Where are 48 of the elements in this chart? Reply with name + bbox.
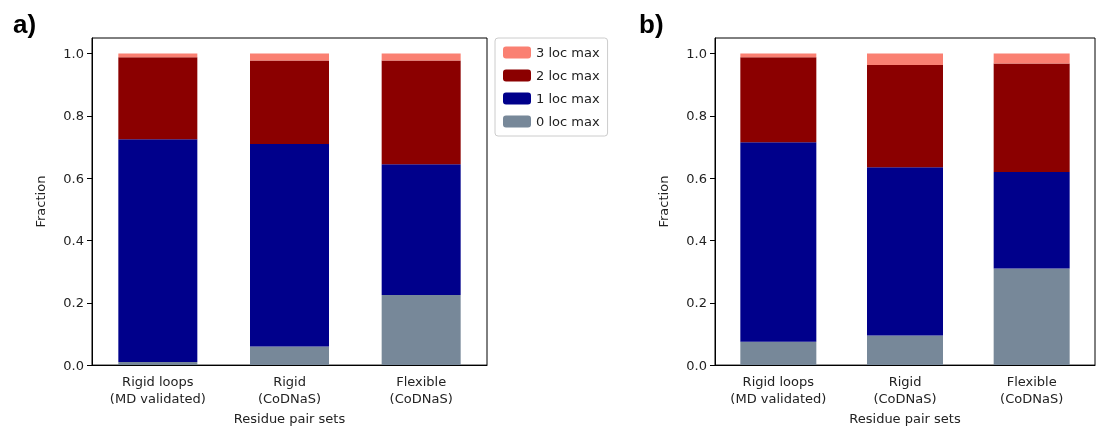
y-tick-label: 0.8 (686, 108, 707, 124)
bar (867, 167, 943, 336)
y-axis-title: Fraction (33, 175, 48, 228)
bar (867, 65, 943, 168)
chart-title: b) (639, 9, 664, 39)
x-tick-label: Rigid loops (MD validated) (730, 374, 827, 407)
y-tick-label: 0.2 (686, 295, 707, 311)
legend-label: 0 loc max (536, 114, 600, 129)
y-tick-label: 0.2 (63, 295, 84, 311)
bar (867, 53, 943, 66)
y-axis-title: Fraction (656, 175, 671, 228)
x-axis-title: Residue pair sets (233, 411, 346, 426)
y-tick-label: 0.4 (686, 232, 707, 248)
bar (740, 57, 817, 143)
y-tick-label: 0.6 (63, 170, 84, 186)
bar (381, 60, 461, 165)
y-tick-label: 0.8 (63, 108, 84, 124)
x-tick-label: Flexible (CoDNaS) (389, 374, 453, 407)
x-tick-label: Rigid (CoDNaS) (257, 374, 322, 407)
x-tick-label: Rigid (CoDNaS) (873, 374, 937, 407)
bar (250, 143, 329, 347)
y-tick-label: 0.0 (63, 357, 84, 373)
y-tick-label: 0.0 (686, 357, 707, 373)
y-tick-label: 0.4 (63, 232, 84, 248)
bar (118, 139, 198, 362)
bar (993, 171, 1070, 269)
bar (993, 53, 1070, 64)
bar (740, 341, 817, 366)
bar (118, 361, 198, 366)
x-tick-label: Flexible (CoDNaS) (1000, 374, 1064, 407)
legend-label: 3 loc max (536, 45, 600, 60)
bar (381, 164, 461, 296)
legend-label: 1 loc max (536, 91, 600, 106)
bar (867, 335, 943, 366)
bar (993, 63, 1070, 172)
bar (993, 268, 1070, 366)
bar (250, 60, 329, 144)
bar (250, 346, 329, 366)
y-tick-label: 1.0 (686, 46, 707, 62)
bar (740, 142, 817, 342)
bar (118, 57, 198, 140)
chart-title: a) (13, 9, 37, 39)
x-tick-label: Rigid loops (MD validated) (109, 374, 206, 407)
legend-label: 2 loc max (536, 68, 600, 83)
x-axis-title: Residue pair sets (849, 411, 961, 426)
bar (381, 295, 461, 366)
y-tick-label: 1.0 (63, 46, 84, 62)
y-tick-label: 0.6 (686, 170, 707, 186)
